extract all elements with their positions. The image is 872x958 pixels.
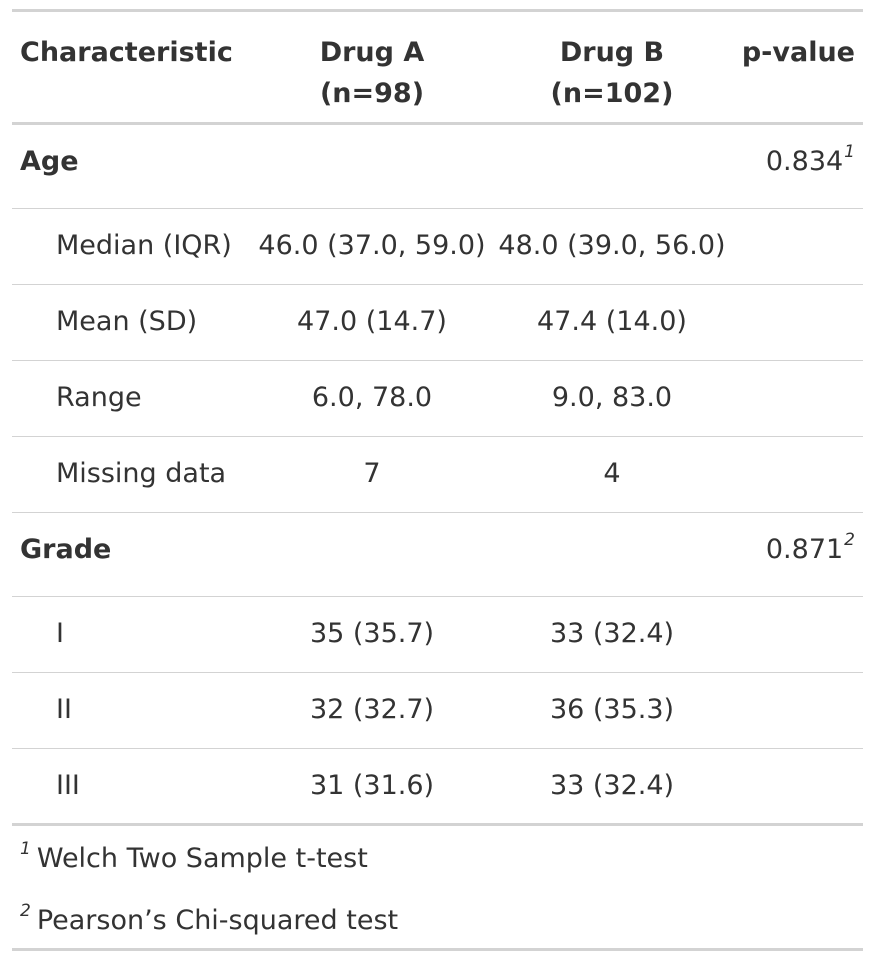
footnote-2-text: Pearson’s Chi-squared test — [36, 905, 399, 936]
summary-table: Characteristic Drug A (n=98) Drug B (n=1… — [12, 9, 863, 951]
table-row: III 31 (31.6) 33 (32.4) — [12, 749, 863, 826]
row-label: II — [56, 694, 72, 725]
header-drug-a-name: Drug A — [319, 37, 425, 68]
table-row: II 32 (32.7) 36 (35.3) — [12, 673, 863, 749]
drug-a-value: 35 (35.7) — [309, 618, 435, 649]
footnote-1-text: Welch Two Sample t-test — [36, 843, 368, 874]
table-row: Median (IQR) 46.0 (37.0, 59.0) 48.0 (39.… — [12, 209, 863, 285]
header-drug-b-n: (n=102) — [550, 78, 674, 109]
header-p-value: p-value — [741, 37, 855, 68]
table-row-grade: Grade 0.8712 — [12, 513, 863, 597]
header-characteristic: Characteristic — [20, 37, 233, 68]
footnote-1: 1 Welch Two Sample t-test — [20, 839, 368, 876]
grade-footnote-mark: 2 — [844, 530, 855, 550]
table-row: Range 6.0, 78.0 9.0, 83.0 — [12, 361, 863, 437]
drug-b-value: 47.4 (14.0) — [537, 306, 687, 337]
drug-b-value: 4 — [603, 458, 621, 489]
grade-p-value-number: 0.871 — [765, 534, 844, 565]
drug-b-value: 36 (35.3) — [549, 694, 675, 725]
footnote-2: 2 Pearson’s Chi-squared test — [20, 901, 399, 938]
drug-a-value: 31 (31.6) — [309, 770, 435, 801]
header-drug-b: Drug B (n=102) — [492, 32, 732, 114]
table-row: I 35 (35.7) 33 (32.4) — [12, 597, 863, 673]
age-p-value: 0.8341 — [765, 142, 855, 179]
row-label: Range — [56, 382, 142, 413]
footnote-2-mark: 2 — [20, 901, 31, 921]
table-header-row: Characteristic Drug A (n=98) Drug B (n=1… — [12, 12, 863, 125]
header-drug-a: Drug A (n=98) — [252, 32, 492, 114]
table-footnotes: 1 Welch Two Sample t-test 2 Pearson’s Chi-… — [12, 826, 863, 951]
drug-b-value: 33 (32.4) — [549, 770, 675, 801]
row-label: Median (IQR) — [56, 230, 232, 261]
drug-b-value: 48.0 (39.0, 56.0) — [498, 230, 726, 261]
grade-label: Grade — [20, 534, 112, 565]
header-drug-a-n: (n=98) — [319, 78, 425, 109]
table-row: Missing data 7 4 — [12, 437, 863, 513]
drug-a-value: 6.0, 78.0 — [311, 382, 433, 413]
age-footnote-mark: 1 — [844, 142, 855, 162]
footnote-1-mark: 1 — [20, 839, 31, 859]
table-row-age: Age 0.8341 — [12, 125, 863, 209]
drug-a-value: 32 (32.7) — [309, 694, 435, 725]
row-label: Mean (SD) — [56, 306, 198, 337]
age-label: Age — [20, 146, 79, 177]
table-row: Mean (SD) 47.0 (14.7) 47.4 (14.0) — [12, 285, 863, 361]
drug-b-value: 9.0, 83.0 — [551, 382, 673, 413]
drug-a-value: 7 — [363, 458, 381, 489]
row-label: Missing data — [56, 458, 227, 489]
drug-a-value: 46.0 (37.0, 59.0) — [258, 230, 486, 261]
header-drug-b-name: Drug B — [559, 37, 665, 68]
drug-b-value: 33 (32.4) — [549, 618, 675, 649]
table-top-rule — [12, 9, 863, 12]
row-label: I — [56, 618, 64, 649]
drug-a-value: 47.0 (14.7) — [297, 306, 447, 337]
age-p-value-number: 0.834 — [765, 146, 844, 177]
row-label: III — [56, 770, 80, 801]
grade-p-value: 0.8712 — [765, 530, 855, 567]
